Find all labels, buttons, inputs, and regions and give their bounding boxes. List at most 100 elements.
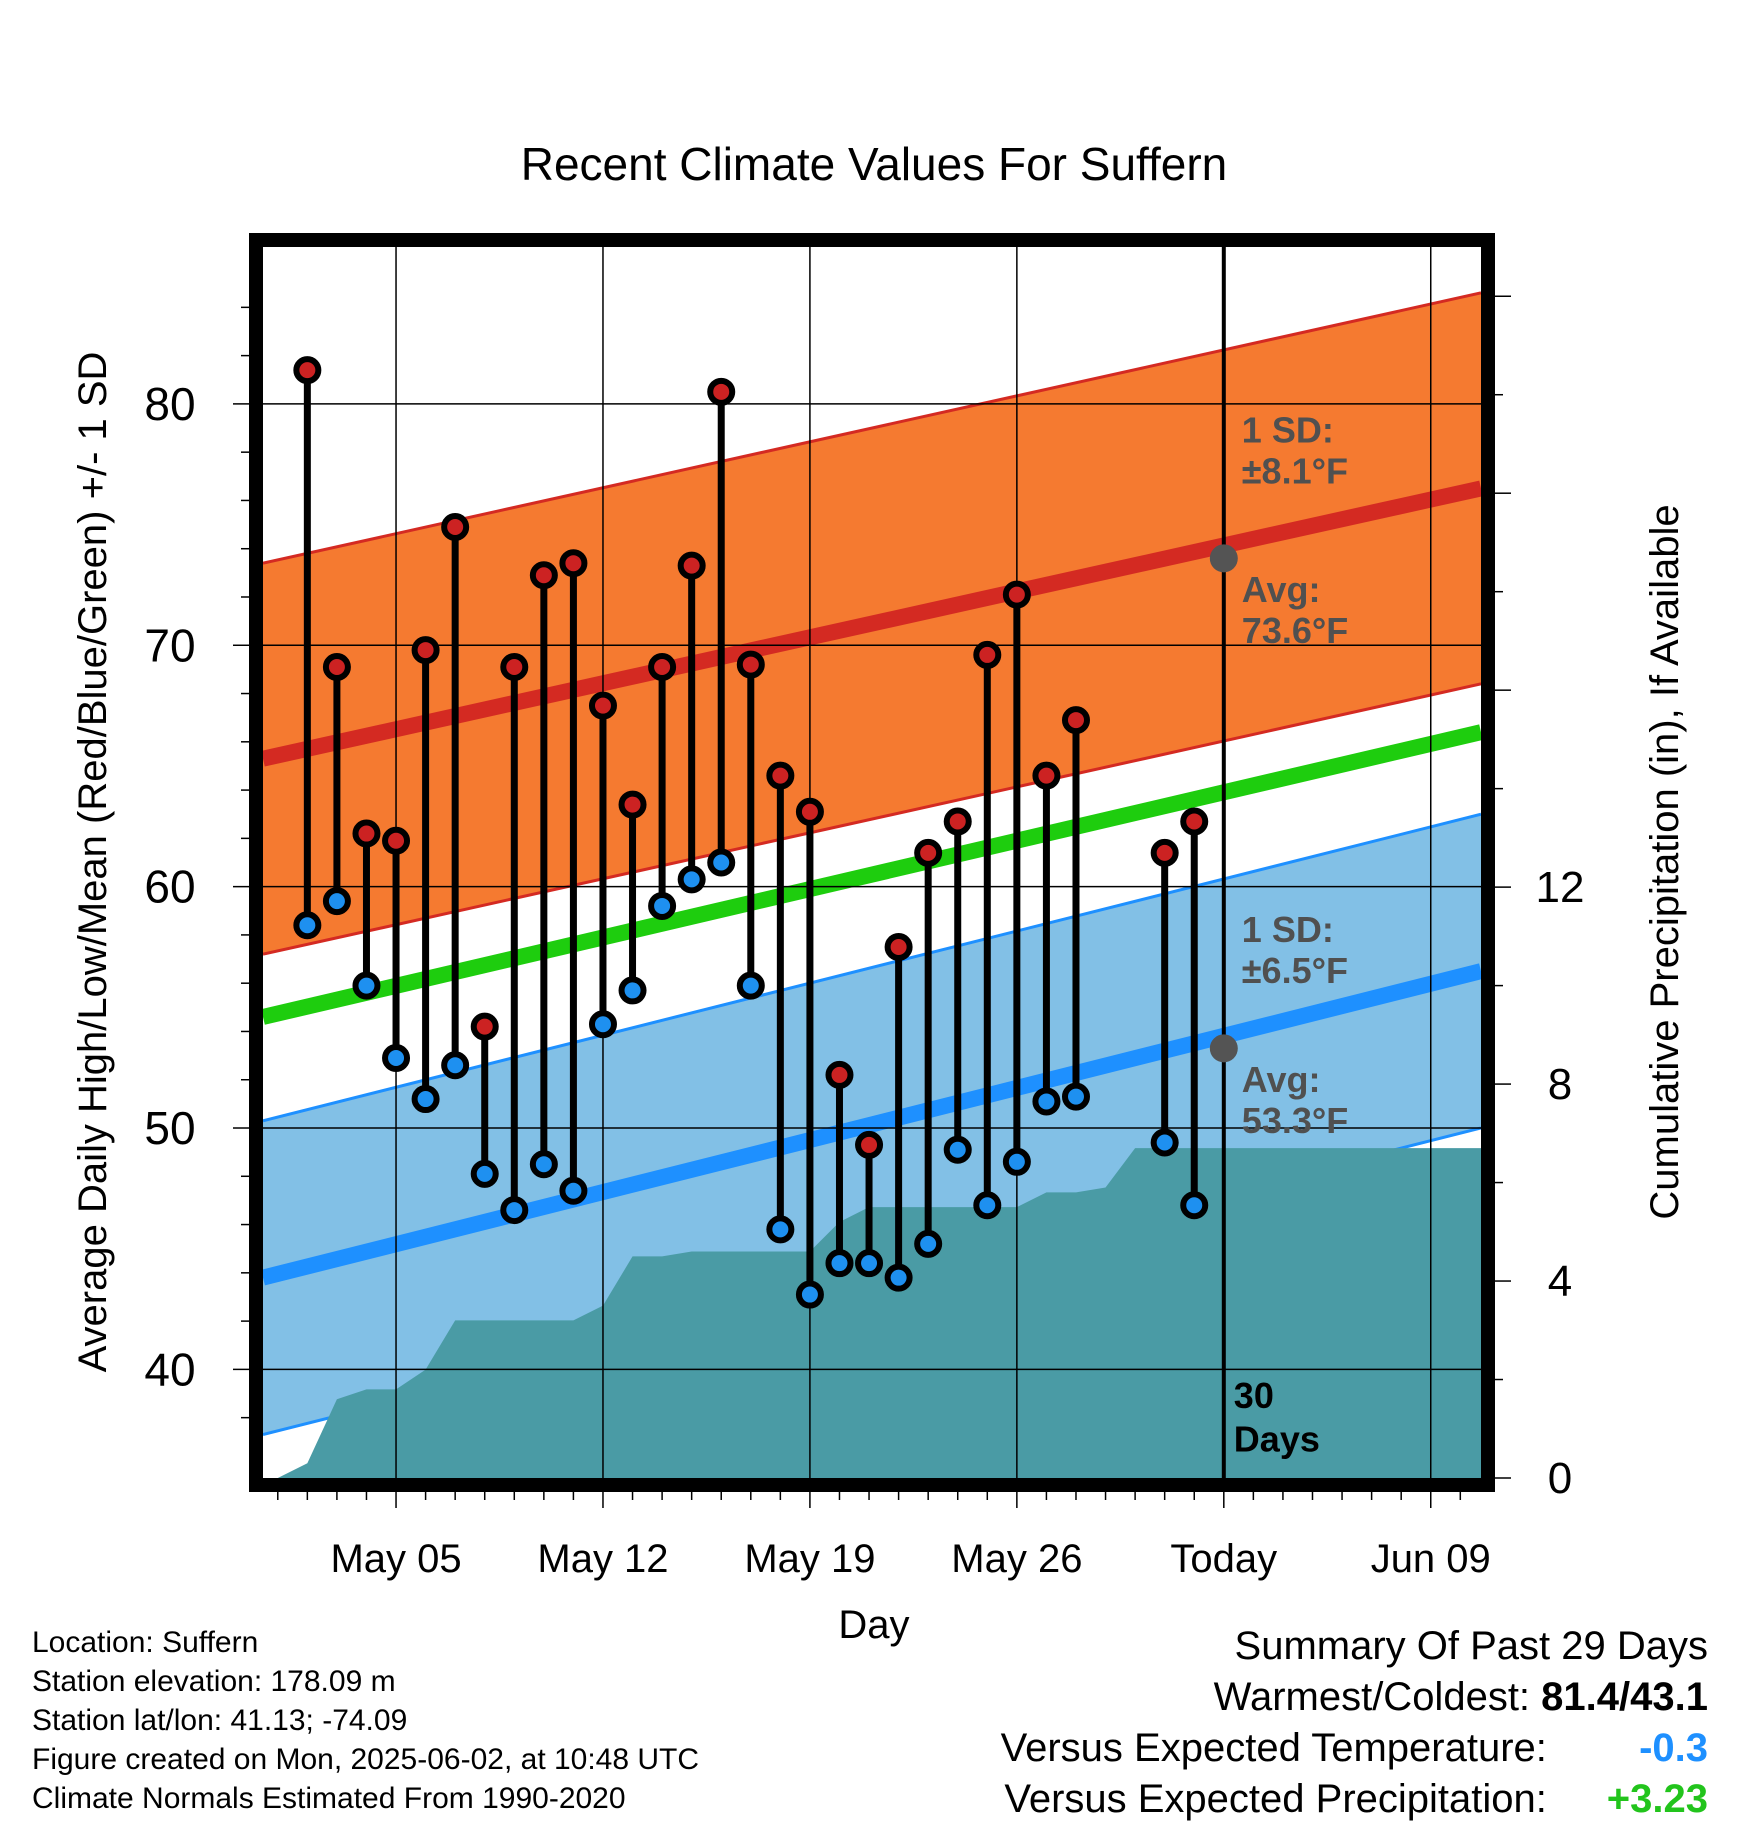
daily-low-point (1002, 1147, 1031, 1176)
daily-low-point (618, 976, 647, 1005)
y-tick-label-right: 12 (1536, 863, 1585, 912)
elevation-text: Station elevation: 178.09 m (32, 1665, 396, 1698)
y-axis-label-right: Cumulative Precipitation (in), If Availa… (1643, 504, 1687, 1219)
daily-low-point (322, 887, 351, 916)
daily-high-point (1032, 761, 1061, 790)
days-count-text: 30 (1234, 1375, 1274, 1416)
daily-high-point (943, 807, 972, 836)
x-tick-label: May 19 (744, 1537, 875, 1581)
daily-low-point (529, 1150, 558, 1179)
daily-low-point (825, 1249, 854, 1278)
high-sd-label: 1 SD: (1242, 410, 1334, 451)
low-sd-label: 1 SD: (1242, 909, 1334, 950)
daily-low-point (648, 891, 677, 920)
daily-low-point (884, 1263, 913, 1292)
daily-high-point (470, 1012, 499, 1041)
x-tick-label: Today (1170, 1537, 1277, 1581)
y-tick-label-left: 70 (144, 619, 195, 671)
daily-high-point (884, 932, 913, 961)
daily-high-point (677, 551, 706, 580)
daily-low-point (382, 1044, 411, 1073)
daily-high-point (855, 1130, 884, 1159)
axes: 40 50 60 70 80 0 4 8 12 May 05 May 12 May 19 May 26 T… (144, 295, 1585, 1581)
daily-values (293, 356, 1209, 1309)
daily-low-point (973, 1191, 1002, 1220)
station-info: Location: Suffern Station elevation: 178… (32, 1623, 699, 1818)
latlon-text: Station lat/lon: 41.13; -74.09 (32, 1704, 408, 1737)
precip-row: Versus Expected Precipitation: +3.23 (1001, 1774, 1708, 1825)
daily-low-point (1150, 1128, 1179, 1157)
y-tick-label-left: 40 (144, 1343, 195, 1395)
daily-high-point (559, 549, 588, 578)
daily-low-point (1032, 1087, 1061, 1116)
x-tick-label: May 05 (330, 1537, 461, 1581)
daily-low-point (914, 1229, 943, 1258)
created-text: Figure created on Mon, 2025-06-02, at 10… (32, 1743, 700, 1776)
daily-high-point (648, 652, 677, 681)
y-axis-label-left: Average Daily High/Low/Mean (Red/Blue/Gr… (71, 352, 115, 1373)
today-high-avg-marker (1209, 544, 1238, 573)
plot-border (249, 233, 1495, 1492)
summary-panel: Summary Of Past 29 Days Warmest/Coldest:… (1001, 1621, 1708, 1825)
daily-low-point (411, 1085, 440, 1114)
low-avg-line (263, 963, 1481, 1286)
daily-low-point (795, 1280, 824, 1309)
daily-low-point (943, 1135, 972, 1164)
daily-low-point (707, 848, 736, 877)
precip-value: +3.23 (1606, 1777, 1708, 1821)
plot-frame (249, 233, 1495, 1492)
daily-high-point (707, 377, 736, 406)
precip-label: Versus Expected Precipitation: (1004, 1777, 1547, 1821)
daily-high-point (795, 797, 824, 826)
y-tick-label-left: 60 (144, 861, 195, 913)
daily-high-point (529, 561, 558, 590)
daily-low-point (677, 865, 706, 894)
daily-low-point (500, 1196, 529, 1225)
x-tick-label: May 12 (537, 1537, 668, 1581)
daily-low-point (470, 1159, 499, 1188)
x-tick-label: Jun 09 (1371, 1537, 1491, 1581)
chart-title: Recent Climate Values For Suffern (521, 138, 1228, 190)
y-tick-label-right: 0 (1548, 1454, 1572, 1503)
temp-row: Versus Expected Temperature: -0.3 (1001, 1723, 1708, 1774)
summary-title: Summary Of Past 29 Days (1234, 1624, 1708, 1668)
daily-high-point (618, 790, 647, 819)
high-avg-value: 73.6°F (1242, 610, 1348, 651)
daily-high-point (382, 826, 411, 855)
y-tick-label-right: 8 (1548, 1060, 1572, 1109)
low-avg-value: 53.3°F (1242, 1100, 1348, 1141)
daily-low-point (352, 971, 381, 1000)
daily-low-point (736, 971, 765, 1000)
y-tick-label-right: 4 (1548, 1257, 1572, 1306)
high-avg-line (263, 480, 1481, 767)
daily-low-point (766, 1215, 795, 1244)
daily-low-point (855, 1249, 884, 1278)
daily-high-point (411, 636, 440, 665)
daily-high-point (973, 640, 1002, 669)
normals-text: Climate Normals Estimated From 1990-2020 (32, 1782, 626, 1815)
daily-high-point (766, 761, 795, 790)
daily-high-point (736, 650, 765, 679)
days-word-text: Days (1234, 1418, 1320, 1459)
y-tick-label-left: 50 (144, 1102, 195, 1154)
daily-high-point (500, 652, 529, 681)
plot-area (263, 291, 1481, 1478)
daily-high-point (1180, 807, 1209, 836)
daily-high-point (352, 819, 381, 848)
low-avg-label: Avg: (1242, 1059, 1321, 1100)
high-sd-lower-edge (263, 682, 1481, 956)
daily-low-point (1061, 1082, 1090, 1111)
daily-high-point (825, 1060, 854, 1089)
temp-value: -0.3 (1639, 1726, 1708, 1770)
x-axis-label: Day (838, 1603, 909, 1647)
temp-label: Versus Expected Temperature: (1000, 1726, 1547, 1770)
high-sd-value: ±8.1°F (1242, 451, 1348, 492)
daily-high-point (1061, 706, 1090, 735)
daily-high-point (588, 691, 617, 720)
daily-high-point (914, 838, 943, 867)
daily-low-point (293, 911, 322, 940)
today-low-avg-marker (1209, 1034, 1238, 1063)
x-tick-label: May 26 (951, 1537, 1082, 1581)
